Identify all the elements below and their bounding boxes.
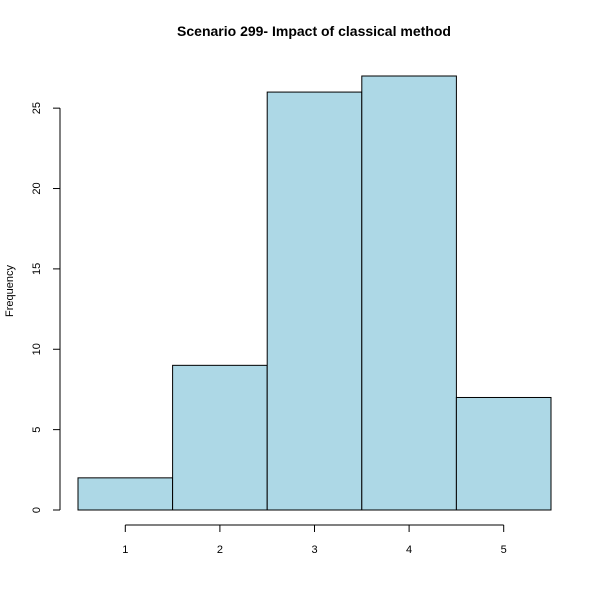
x-tick-label: 1 [122, 544, 128, 556]
chart-title: Scenario 299- Impact of classical method [177, 23, 451, 39]
x-tick-label: 2 [217, 544, 223, 556]
bars-group [77, 75, 552, 511]
y-tick-label: 20 [31, 182, 43, 194]
y-tick-label: 0 [31, 507, 43, 513]
y-axis: 0 5 10 15 20 25 [31, 102, 61, 513]
bar-4 [361, 75, 457, 511]
y-axis-label: Frequency [4, 265, 16, 317]
x-tick-label: 5 [501, 544, 507, 556]
y-tick-label: 15 [31, 263, 43, 275]
x-tick-label: 4 [406, 544, 412, 556]
bar-1 [77, 477, 174, 511]
y-tick-label: 5 [31, 427, 43, 433]
y-tick-label: 10 [31, 343, 43, 355]
bar-5 [455, 396, 552, 511]
bar-2 [172, 364, 268, 511]
y-tick-label: 25 [31, 102, 43, 114]
x-tick-label: 3 [311, 544, 317, 556]
bar-3 [266, 91, 363, 511]
x-axis: 1 2 3 4 5 [122, 524, 507, 556]
